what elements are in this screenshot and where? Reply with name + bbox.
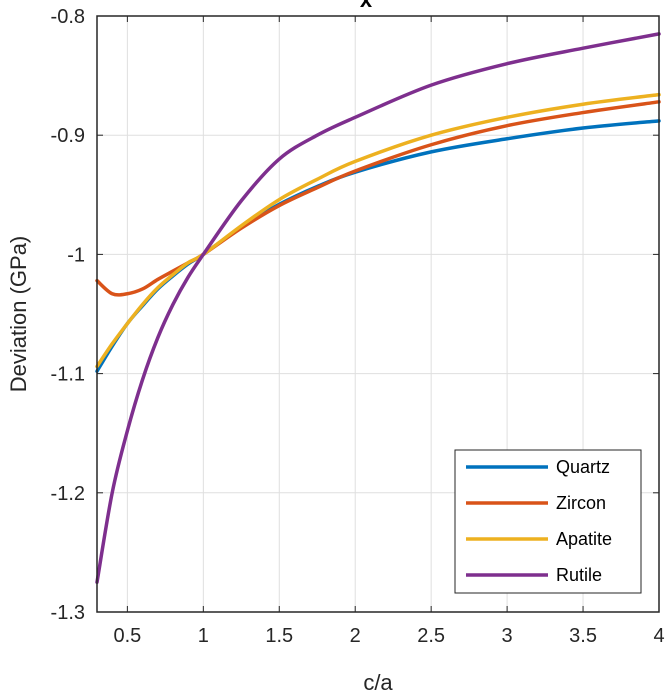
x-axis-label: c/a	[363, 670, 393, 695]
series-line-rutile	[95, 32, 661, 584]
x-tick-label: 1	[198, 625, 209, 647]
y-tick-label: -1.1	[51, 364, 85, 386]
legend-label: Apatite	[556, 529, 612, 549]
y-axis-label: Deviation (GPa)	[6, 236, 31, 393]
chart-title: x	[360, 0, 373, 12]
x-tick-label: 3.5	[569, 625, 597, 647]
legend-label: Quartz	[556, 457, 610, 477]
series-lines	[95, 32, 661, 584]
legend: Quartz Zircon Apatite Rutile	[454, 449, 642, 594]
x-tick-label: 2.5	[417, 625, 445, 647]
tick-marks	[97, 15, 660, 613]
y-tick-label: -1.3	[51, 602, 85, 624]
x-tick-label: 0.5	[113, 625, 141, 647]
y-tick-label: -1.2	[51, 483, 85, 505]
legend-label: Rutile	[556, 565, 602, 585]
legend-label: Zircon	[556, 493, 606, 513]
legend-box	[454, 449, 642, 594]
x-tick-label: 4	[653, 625, 664, 647]
x-tick-label: 2	[350, 625, 361, 647]
y-tick-label: -1	[67, 244, 85, 266]
plot-area-box	[96, 15, 660, 613]
y-tick-label: -0.8	[51, 6, 85, 28]
tick-labels: 0.5 1 1.5 2 2.5 3 3.5 4 -1.3 -1.2 -1.1 -1 -0.9 -0.8	[51, 6, 665, 647]
x-tick-label: 1.5	[265, 625, 293, 647]
x-tick-label: 3	[502, 625, 513, 647]
series-line-apatite	[95, 92, 661, 369]
y-tick-label: -0.9	[51, 125, 85, 147]
